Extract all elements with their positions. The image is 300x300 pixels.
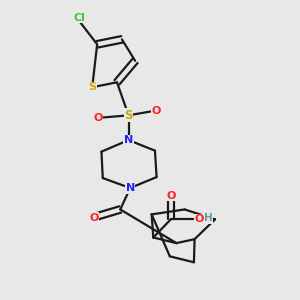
Text: O: O [89, 213, 99, 223]
Text: O: O [94, 112, 103, 123]
Text: N: N [124, 135, 133, 145]
Text: O: O [195, 214, 204, 224]
Text: O: O [152, 106, 161, 116]
Text: N: N [126, 183, 135, 193]
Text: H: H [204, 213, 213, 224]
Text: S: S [88, 82, 96, 92]
Text: Cl: Cl [73, 13, 85, 23]
Text: O: O [166, 190, 176, 201]
Text: S: S [124, 109, 133, 122]
